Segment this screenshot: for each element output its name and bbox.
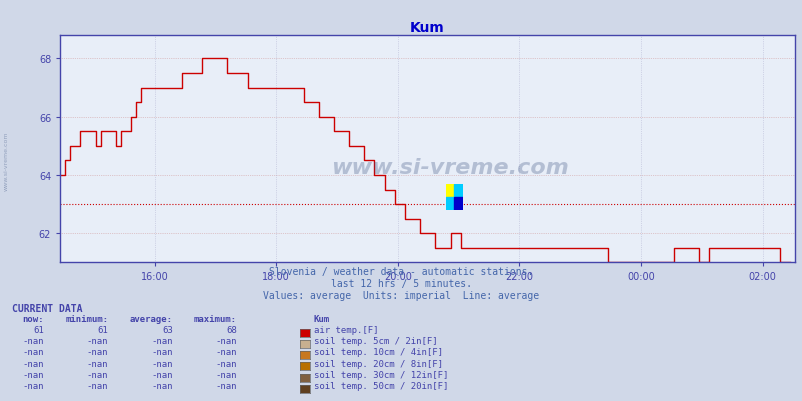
- Text: -nan: -nan: [87, 359, 108, 368]
- Text: soil temp. 30cm / 12in[F]: soil temp. 30cm / 12in[F]: [314, 370, 448, 379]
- Bar: [445, 184, 454, 197]
- Text: soil temp. 20cm / 8in[F]: soil temp. 20cm / 8in[F]: [314, 359, 443, 368]
- Text: -nan: -nan: [22, 381, 44, 390]
- Text: -nan: -nan: [151, 370, 172, 379]
- Bar: [454, 184, 463, 197]
- Text: 63: 63: [162, 325, 172, 334]
- Text: 61: 61: [34, 325, 44, 334]
- Text: -nan: -nan: [87, 381, 108, 390]
- Text: -nan: -nan: [22, 336, 44, 345]
- Text: last 12 hrs / 5 minutes.: last 12 hrs / 5 minutes.: [330, 279, 472, 289]
- Bar: [445, 197, 454, 211]
- Text: www.si-vreme.com: www.si-vreme.com: [330, 158, 568, 178]
- Text: now:: now:: [22, 314, 44, 323]
- Text: -nan: -nan: [87, 336, 108, 345]
- Text: Slovenia / weather data - automatic stations.: Slovenia / weather data - automatic stat…: [269, 267, 533, 277]
- Text: 61: 61: [98, 325, 108, 334]
- Text: -nan: -nan: [151, 381, 172, 390]
- Title: Kum: Kum: [410, 21, 444, 35]
- Text: CURRENT DATA: CURRENT DATA: [12, 303, 83, 313]
- Text: soil temp. 10cm / 4in[F]: soil temp. 10cm / 4in[F]: [314, 348, 443, 356]
- Text: maximum:: maximum:: [193, 314, 237, 323]
- Text: Kum: Kum: [313, 314, 329, 323]
- Text: -nan: -nan: [87, 370, 108, 379]
- Text: soil temp. 50cm / 20in[F]: soil temp. 50cm / 20in[F]: [314, 381, 448, 390]
- Text: 68: 68: [226, 325, 237, 334]
- Text: -nan: -nan: [151, 336, 172, 345]
- Text: -nan: -nan: [215, 381, 237, 390]
- Text: air temp.[F]: air temp.[F]: [314, 325, 378, 334]
- Text: -nan: -nan: [215, 336, 237, 345]
- Text: -nan: -nan: [22, 370, 44, 379]
- Text: www.si-vreme.com: www.si-vreme.com: [4, 131, 9, 190]
- Text: -nan: -nan: [215, 370, 237, 379]
- Text: -nan: -nan: [22, 348, 44, 356]
- Text: -nan: -nan: [215, 348, 237, 356]
- Text: Values: average  Units: imperial  Line: average: Values: average Units: imperial Line: av…: [263, 291, 539, 301]
- Text: -nan: -nan: [215, 359, 237, 368]
- Text: average:: average:: [129, 314, 172, 323]
- Text: minimum:: minimum:: [65, 314, 108, 323]
- Text: -nan: -nan: [151, 359, 172, 368]
- Text: -nan: -nan: [87, 348, 108, 356]
- Bar: [454, 197, 463, 211]
- Text: -nan: -nan: [151, 348, 172, 356]
- Text: -nan: -nan: [22, 359, 44, 368]
- Text: soil temp. 5cm / 2in[F]: soil temp. 5cm / 2in[F]: [314, 336, 437, 345]
